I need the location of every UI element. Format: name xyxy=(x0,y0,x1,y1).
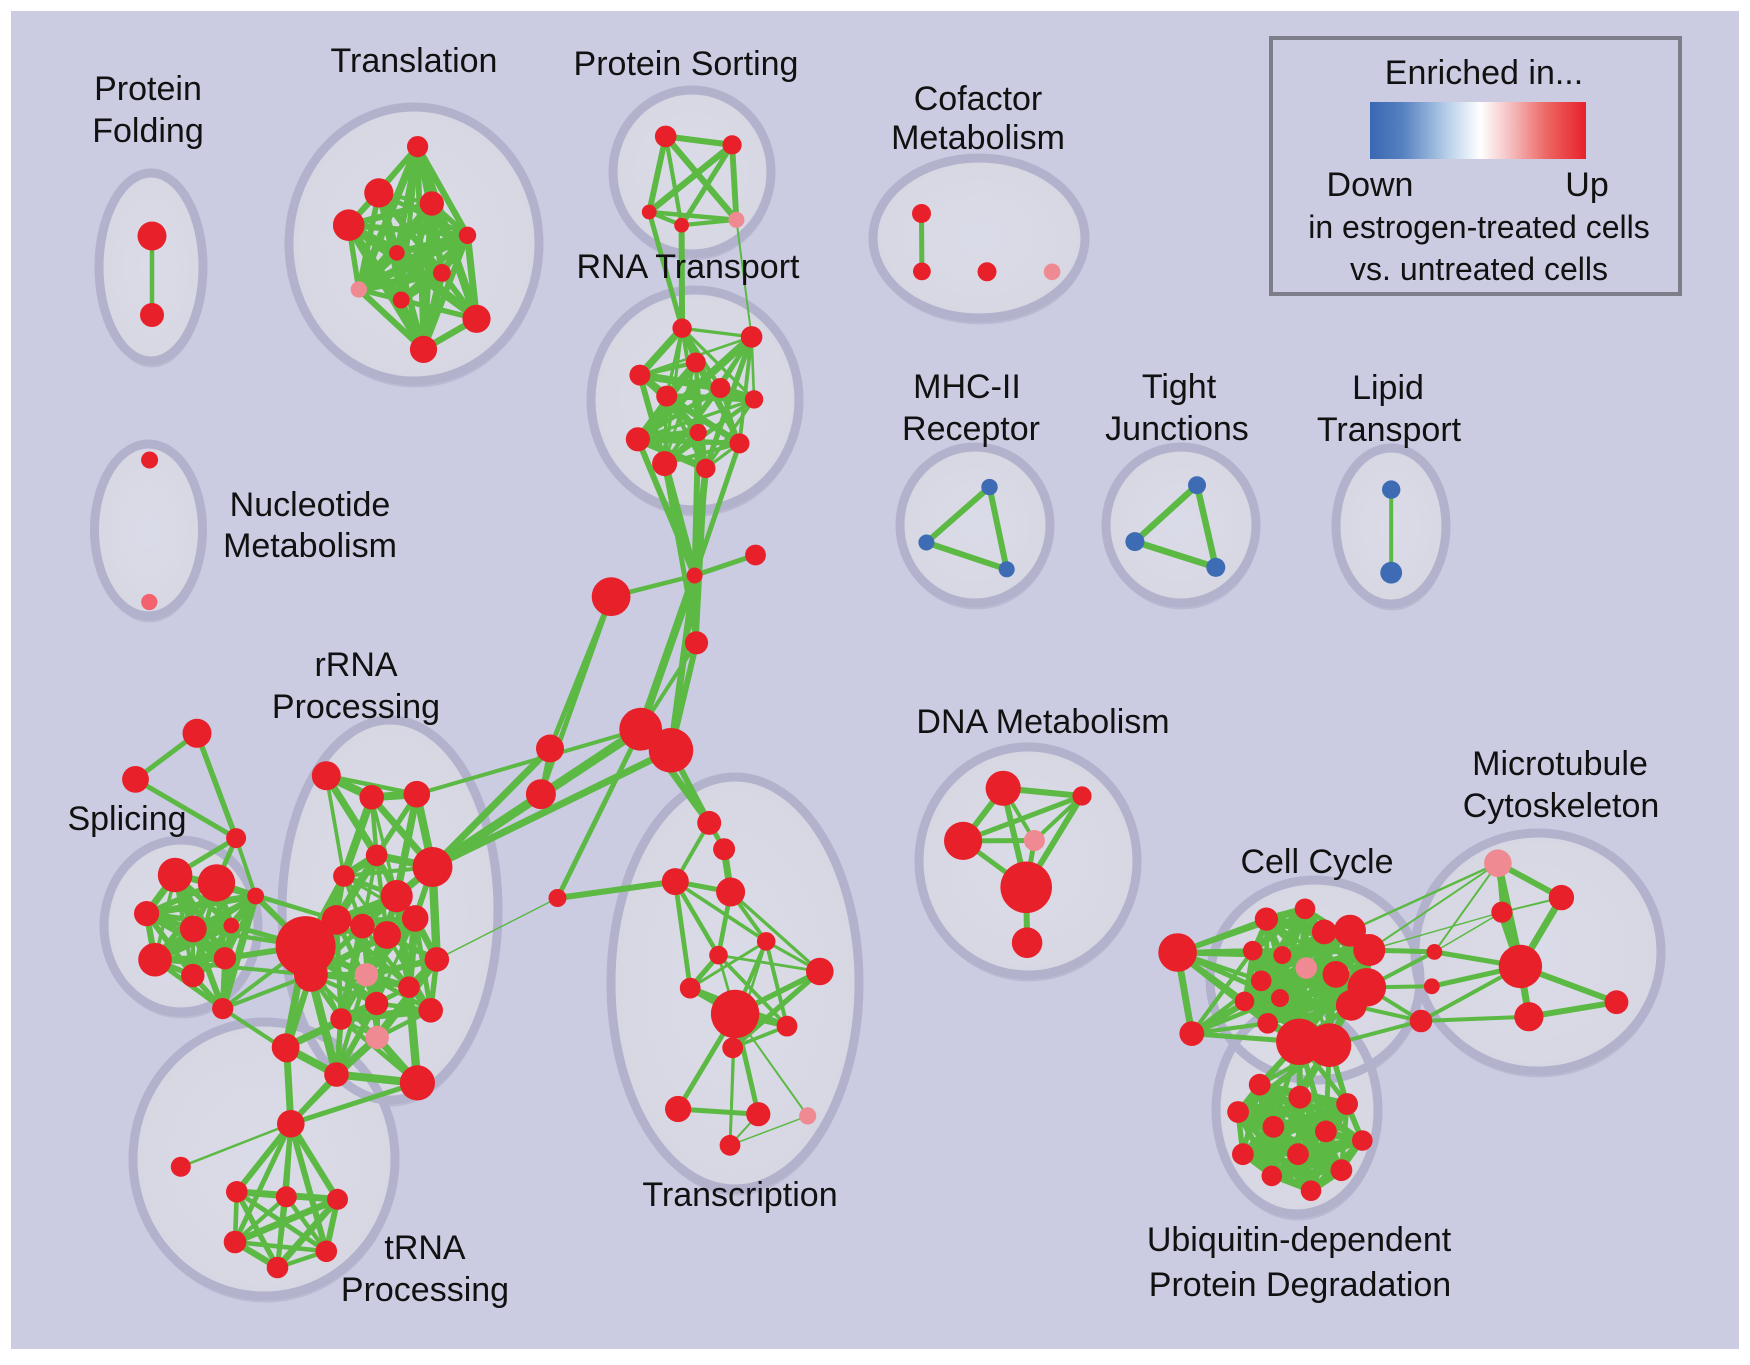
svg-text:Metabolism: Metabolism xyxy=(891,119,1065,157)
svg-text:Protein Degradation: Protein Degradation xyxy=(1149,1266,1451,1304)
svg-text:Nucleotide: Nucleotide xyxy=(230,486,391,524)
svg-text:Lipid: Lipid xyxy=(1352,369,1424,407)
svg-text:RNA Transport: RNA Transport xyxy=(577,248,801,286)
svg-text:Metabolism: Metabolism xyxy=(223,527,397,565)
svg-text:Receptor: Receptor xyxy=(902,410,1040,448)
svg-text:Ubiquitin-dependent: Ubiquitin-dependent xyxy=(1147,1221,1452,1259)
svg-text:DNA Metabolism: DNA Metabolism xyxy=(916,703,1169,741)
svg-text:Folding: Folding xyxy=(92,112,204,150)
svg-text:Enriched in...: Enriched in... xyxy=(1385,54,1583,92)
svg-text:Transcription: Transcription xyxy=(642,1176,837,1214)
svg-text:Protein Sorting: Protein Sorting xyxy=(574,45,799,83)
svg-text:Tight: Tight xyxy=(1142,368,1217,406)
svg-text:tRNA: tRNA xyxy=(384,1229,466,1267)
svg-text:vs. untreated cells: vs. untreated cells xyxy=(1350,251,1608,287)
svg-text:in estrogen-treated cells: in estrogen-treated cells xyxy=(1308,209,1650,245)
svg-text:Up: Up xyxy=(1565,166,1608,204)
svg-text:rRNA: rRNA xyxy=(314,646,397,684)
svg-text:Cofactor: Cofactor xyxy=(914,80,1043,118)
svg-text:Translation: Translation xyxy=(331,42,498,80)
svg-text:Splicing: Splicing xyxy=(67,800,186,838)
svg-text:Junctions: Junctions xyxy=(1105,410,1249,448)
svg-text:Down: Down xyxy=(1327,166,1414,204)
svg-text:Cytoskeleton: Cytoskeleton xyxy=(1463,787,1660,825)
svg-text:Processing: Processing xyxy=(341,1271,509,1309)
svg-text:Protein: Protein xyxy=(94,70,202,108)
svg-text:Processing: Processing xyxy=(272,688,440,726)
svg-text:Microtubule: Microtubule xyxy=(1472,745,1648,783)
svg-text:Cell Cycle: Cell Cycle xyxy=(1240,843,1393,881)
svg-text:MHC-II: MHC-II xyxy=(913,368,1021,406)
svg-text:Transport: Transport xyxy=(1317,411,1462,449)
